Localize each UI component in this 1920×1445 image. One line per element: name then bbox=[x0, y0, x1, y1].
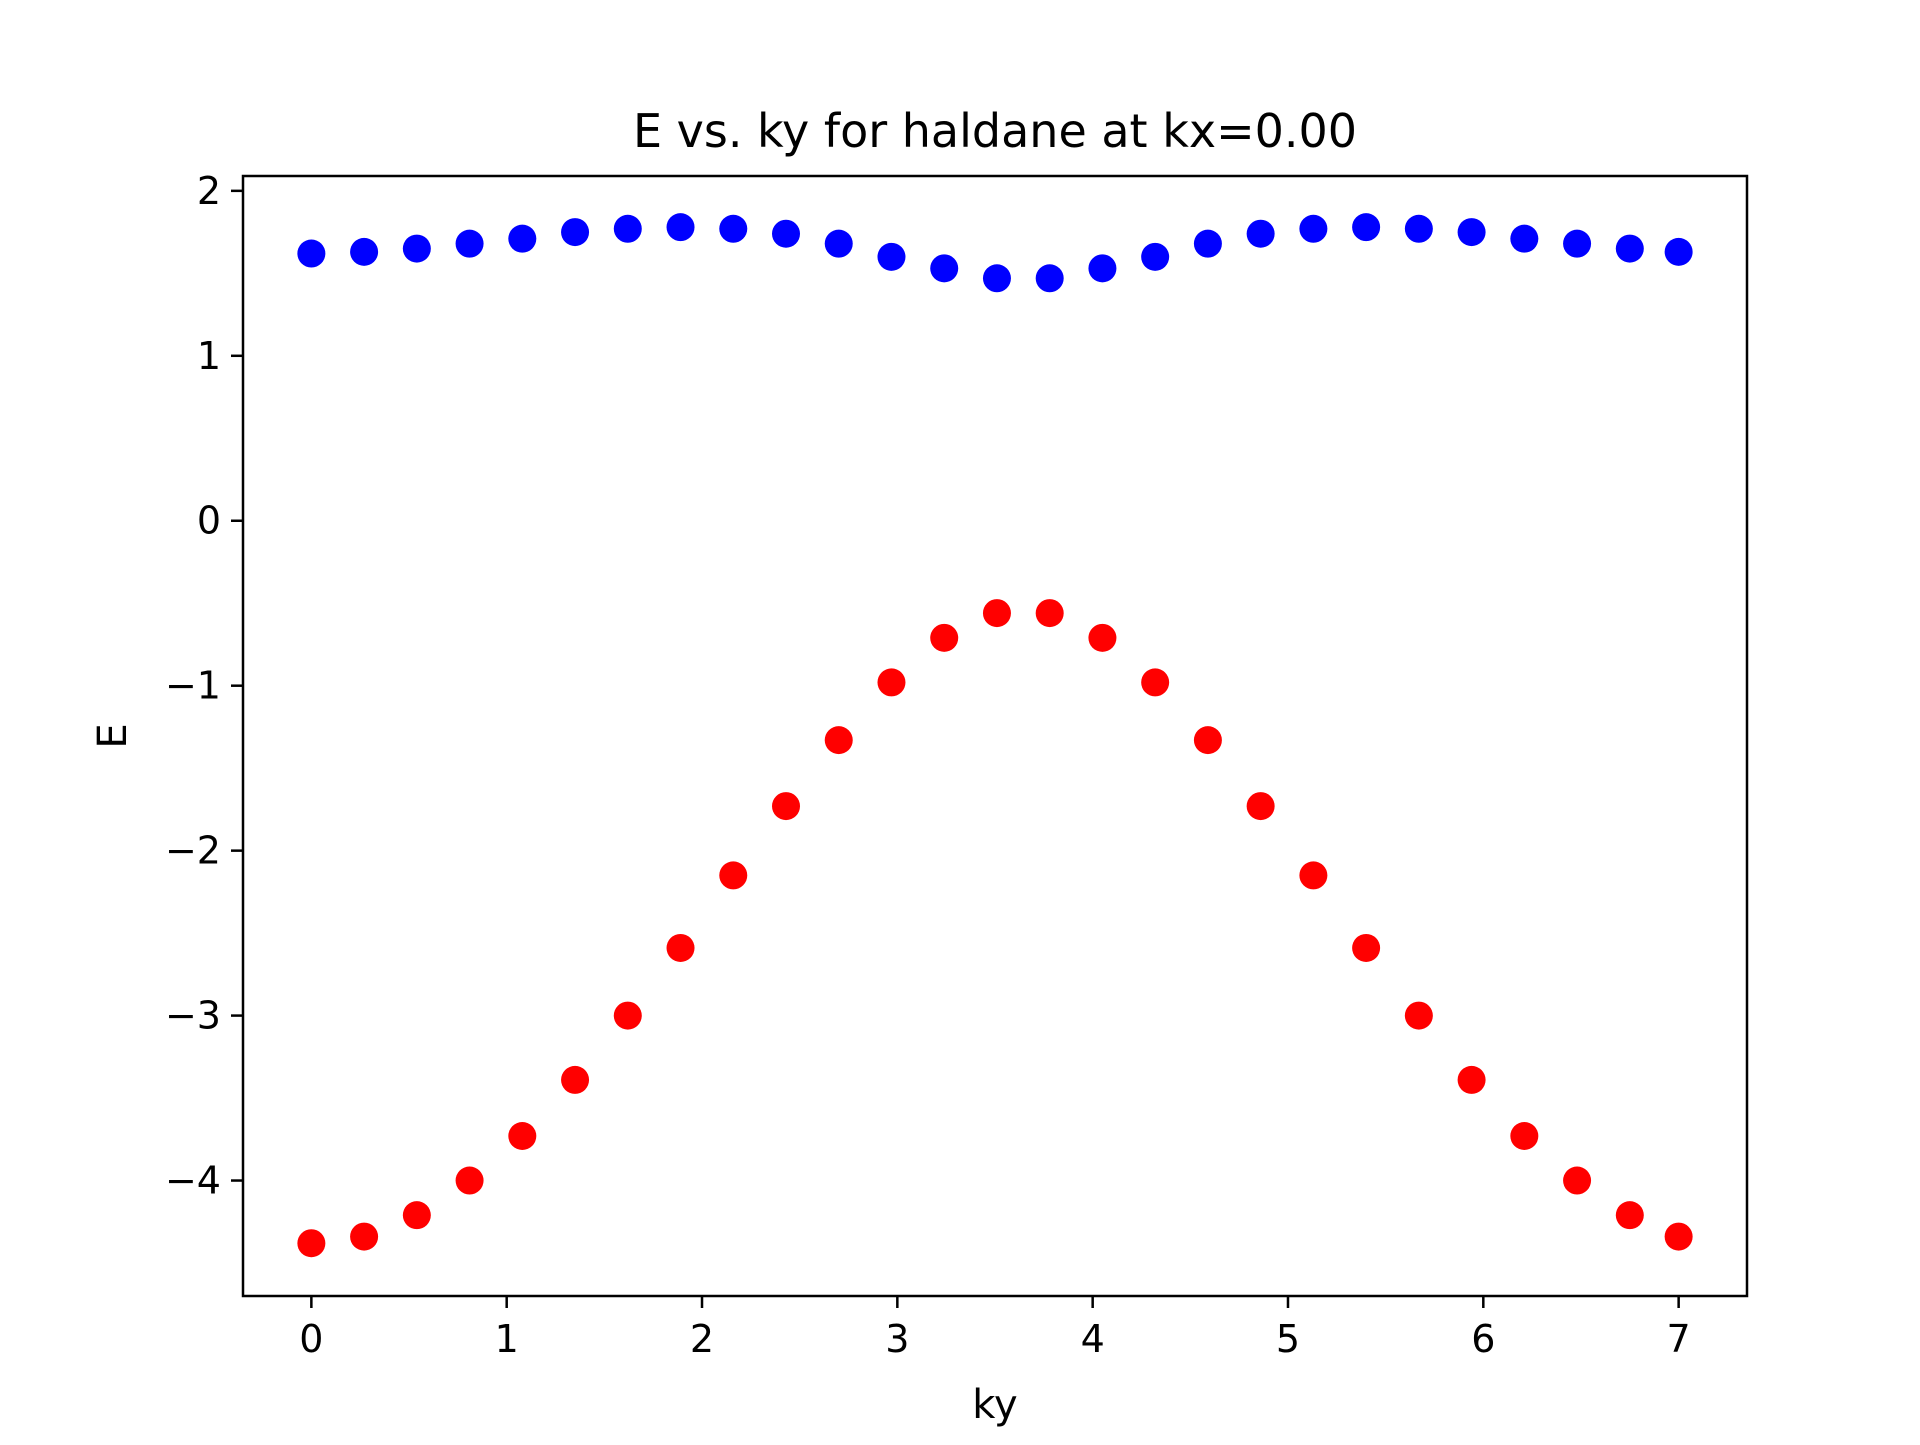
x-tick-label: 0 bbox=[299, 1317, 323, 1361]
y-axis-label: E bbox=[90, 723, 136, 748]
y-tick-label: 2 bbox=[197, 169, 221, 213]
data-point bbox=[1088, 254, 1117, 283]
ticks-layer: 0 1 2 3 4 5 6 7 2 1 0 −1 −2 −3 −4 bbox=[165, 169, 1691, 1361]
data-point bbox=[1404, 214, 1433, 243]
data-point bbox=[613, 1001, 642, 1030]
data-point bbox=[772, 792, 801, 821]
data-point bbox=[877, 668, 906, 697]
x-tick-label: 2 bbox=[690, 1317, 714, 1361]
data-point bbox=[1246, 792, 1275, 821]
data-point bbox=[1299, 214, 1328, 243]
y-tick-label: 1 bbox=[197, 334, 221, 378]
x-tick-label: 5 bbox=[1276, 1317, 1300, 1361]
data-point bbox=[1457, 1065, 1486, 1094]
x-tick-label: 4 bbox=[1081, 1317, 1105, 1361]
x-tick-label: 3 bbox=[885, 1317, 909, 1361]
data-point bbox=[1193, 229, 1222, 258]
y-tick-label: −2 bbox=[165, 829, 221, 873]
data-point bbox=[719, 214, 748, 243]
series-1 bbox=[297, 213, 1693, 293]
data-point bbox=[666, 933, 695, 962]
chart-title: E vs. ky for haldane at kx=0.00 bbox=[633, 104, 1357, 158]
data-point bbox=[1404, 1001, 1433, 1030]
data-point bbox=[1457, 218, 1486, 247]
data-point bbox=[1352, 933, 1381, 962]
data-point bbox=[1615, 1201, 1644, 1230]
y-tick-label: −1 bbox=[165, 664, 221, 708]
data-point bbox=[982, 599, 1011, 628]
data-point bbox=[824, 229, 853, 258]
data-point bbox=[455, 1166, 484, 1195]
data-point bbox=[1246, 219, 1275, 248]
data-point bbox=[1563, 1166, 1592, 1195]
data-point bbox=[824, 726, 853, 755]
data-point bbox=[1510, 224, 1539, 253]
data-point bbox=[930, 623, 959, 652]
data-point bbox=[561, 218, 590, 247]
x-tick-label: 1 bbox=[495, 1317, 519, 1361]
data-point bbox=[508, 1122, 537, 1150]
data-point bbox=[1510, 1122, 1539, 1150]
data-point bbox=[1035, 264, 1064, 293]
data-point bbox=[1035, 599, 1064, 628]
data-point bbox=[1664, 1222, 1693, 1251]
data-point bbox=[1193, 726, 1222, 755]
data-point bbox=[1615, 234, 1644, 263]
data-point bbox=[297, 239, 326, 268]
plot-frame bbox=[241, 174, 1749, 1298]
data-point bbox=[561, 1065, 590, 1094]
data-point bbox=[297, 1229, 326, 1258]
data-point bbox=[772, 219, 801, 248]
data-point bbox=[613, 214, 642, 243]
data-point bbox=[877, 242, 906, 271]
data-point bbox=[666, 213, 695, 242]
data-point bbox=[1141, 242, 1170, 271]
x-tick-label: 7 bbox=[1667, 1317, 1691, 1361]
data-point bbox=[930, 254, 959, 283]
data-point bbox=[1563, 229, 1592, 258]
data-point bbox=[508, 224, 537, 253]
x-axis-label: ky bbox=[972, 1382, 1017, 1428]
series-2 bbox=[297, 599, 1693, 1258]
data-point bbox=[1141, 668, 1170, 697]
data-point bbox=[402, 1201, 431, 1230]
data-points-layer bbox=[297, 213, 1693, 1258]
data-point bbox=[402, 234, 431, 263]
data-point bbox=[1088, 623, 1117, 652]
data-point bbox=[350, 1222, 379, 1251]
y-tick-label: 0 bbox=[197, 499, 221, 543]
data-point bbox=[350, 237, 379, 266]
data-point bbox=[1352, 213, 1381, 242]
data-point bbox=[1664, 237, 1693, 266]
data-point bbox=[982, 264, 1011, 293]
data-point bbox=[719, 861, 748, 890]
y-tick-label: −3 bbox=[165, 994, 221, 1038]
x-tick-label: 6 bbox=[1471, 1317, 1495, 1361]
y-tick-label: −4 bbox=[165, 1159, 221, 1203]
data-point bbox=[1299, 861, 1328, 890]
data-point bbox=[455, 229, 484, 258]
